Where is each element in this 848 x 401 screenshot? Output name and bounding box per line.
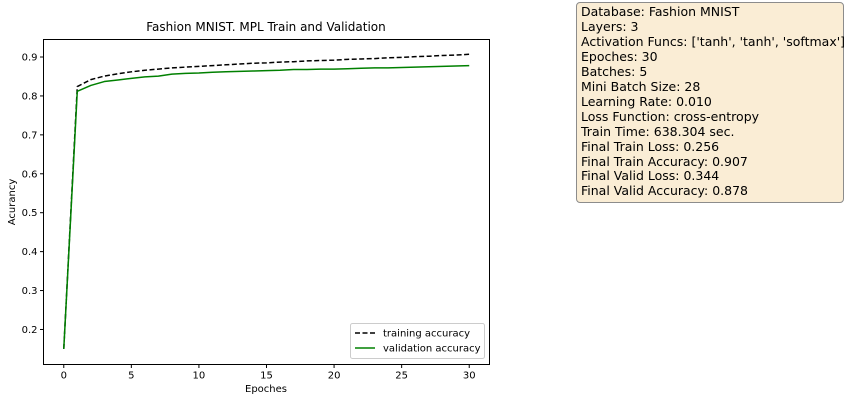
info-activation-funcs: Activation Funcs: ['tanh', 'tanh', 'soft… (581, 33, 846, 49)
info-learning-rate: Learning Rate: 0.010 (581, 93, 712, 109)
info-final-train-accuracy: Final Train Accuracy: 0.907 (581, 153, 748, 169)
info-final-train-loss: Final Train Loss: 0.256 (581, 138, 720, 154)
y-tick-label: 0.6 (22, 169, 38, 180)
plot-area-frame (43, 39, 490, 365)
x-tick-label: 10 (193, 371, 206, 382)
training-info-box: Database: Fashion MNIST Layers: 3 Activa… (576, 2, 846, 203)
info-database: Database: Fashion MNIST (581, 4, 740, 19)
y-tick-label: 0.3 (22, 286, 38, 297)
info-layers: Layers: 3 (581, 18, 639, 34)
x-tick-label: 20 (328, 371, 341, 382)
info-batches: Batches: 5 (581, 63, 648, 79)
x-tick-label: 25 (395, 371, 408, 382)
x-tick-label: 30 (463, 371, 476, 382)
info-mini-batch-size: Mini Batch Size: 28 (581, 78, 701, 94)
chart-title: Fashion MNIST. MPL Train and Validation (146, 20, 385, 34)
accuracy-line-chart: Fashion MNIST. MPL Train and Validation … (7, 20, 490, 395)
legend-label-training: training accuracy (383, 329, 470, 340)
y-axis-label: Acurancy (7, 179, 18, 226)
training-accuracy-line (63, 53, 470, 349)
info-epoches: Epoches: 30 (581, 48, 658, 64)
series-layer (63, 53, 470, 349)
y-tick-label: 0.5 (22, 208, 38, 219)
y-tick-label: 0.7 (22, 130, 38, 141)
legend-frame (350, 323, 485, 359)
info-train-time: Train Time: 638.304 sec. (581, 123, 735, 139)
y-tick-label: 0.9 (22, 53, 38, 64)
x-axis: 0 5 10 15 20 25 30 (61, 364, 476, 382)
y-tick-label: 0.2 (22, 325, 38, 336)
validation-accuracy-line (63, 64, 470, 349)
y-axis: 0.2 0.3 0.4 0.5 0.6 0.7 0.8 0.9 (22, 53, 44, 336)
x-axis-label: Epoches (245, 384, 287, 395)
info-loss-function: Loss Function: cross-entropy (581, 108, 760, 124)
info-final-valid-loss: Final Valid Loss: 0.344 (581, 168, 720, 184)
y-tick-label: 0.8 (22, 91, 38, 102)
info-final-valid-accuracy: Final Valid Accuracy: 0.878 (581, 183, 749, 199)
y-tick-label: 0.4 (22, 247, 38, 258)
x-tick-label: 5 (128, 371, 134, 382)
x-tick-label: 15 (260, 371, 273, 382)
legend: training accuracy validation accuracy (350, 323, 485, 359)
x-tick-label: 0 (61, 371, 67, 382)
legend-label-validation: validation accuracy (383, 344, 481, 355)
